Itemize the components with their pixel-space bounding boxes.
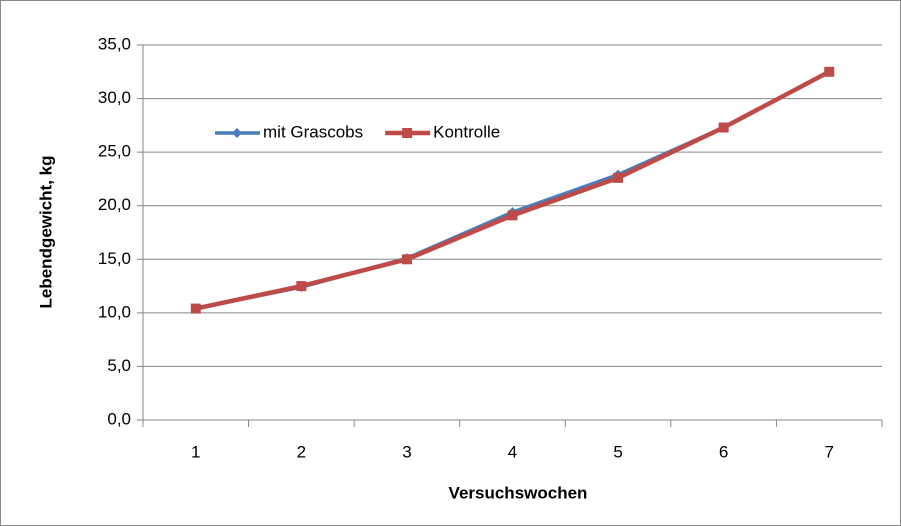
y-axis-title: Lebendgewicht, kg [36,155,55,308]
legend-label: mit Grascobs [263,122,363,141]
x-tick-label: 4 [508,442,517,461]
data-point [824,66,835,77]
x-tick-label: 6 [719,442,728,461]
y-tick-label: 5,0 [107,356,131,375]
x-tick-label: 3 [402,442,411,461]
x-tick-label: 1 [191,442,200,461]
x-tick-label: 2 [297,442,306,461]
data-point [718,122,729,133]
y-tick-label: 35,0 [98,34,131,53]
y-tick-label: 20,0 [98,195,131,214]
x-axis-title: Versuchswochen [449,483,588,502]
data-point [401,254,412,265]
y-tick-label: 10,0 [98,302,131,321]
data-point [296,281,307,292]
y-tick-label: 0,0 [107,409,131,428]
x-tick-label: 5 [613,442,622,461]
legend-marker [232,128,242,138]
x-tick-label: 7 [824,442,833,461]
legend-label: Kontrolle [433,122,500,141]
y-tick-label: 25,0 [98,142,131,161]
data-point [613,172,624,183]
y-tick-label: 30,0 [98,88,131,107]
data-point [507,210,518,221]
legend-marker [402,128,413,138]
data-point [190,303,201,314]
y-tick-label: 15,0 [98,249,131,268]
